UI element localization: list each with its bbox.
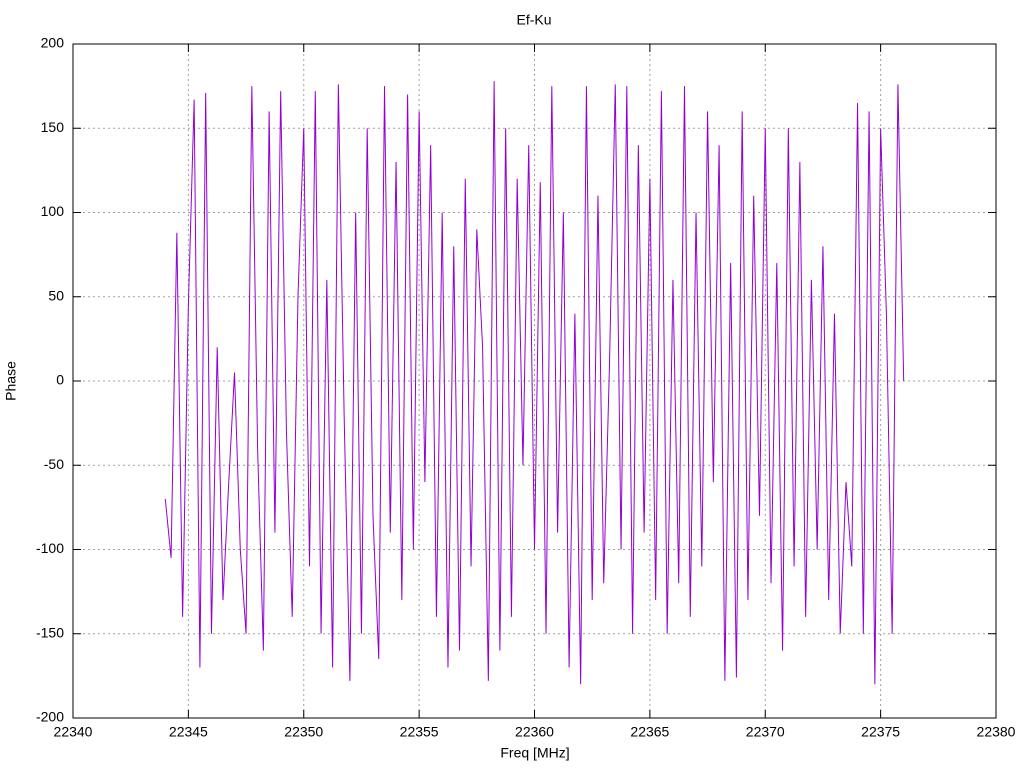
x-tick-label: 22360 — [515, 724, 554, 740]
x-tick-label: 22345 — [169, 724, 208, 740]
y-tick-label: -150 — [36, 624, 64, 640]
y-tick-label: -100 — [36, 540, 64, 556]
x-tick-label: 22375 — [861, 724, 900, 740]
x-tick-label: 22355 — [400, 724, 439, 740]
x-tick-label: 22380 — [977, 724, 1016, 740]
plot-border — [72, 43, 997, 719]
chart-title: Ef-Ku — [516, 12, 551, 28]
y-tick-label: 150 — [41, 119, 65, 135]
x-tick-label: 22365 — [630, 724, 669, 740]
data-line — [164, 81, 905, 685]
y-tick-label: 100 — [41, 203, 65, 219]
x-tick-label: 22340 — [54, 724, 93, 740]
y-tick-label: -200 — [36, 709, 64, 725]
y-tick-label: 200 — [41, 35, 65, 51]
x-tick-label: 22350 — [284, 724, 323, 740]
y-tick-label: -50 — [44, 456, 64, 472]
y-axis-label: Phase — [3, 361, 19, 401]
x-tick-label: 22370 — [746, 724, 785, 740]
x-axis-label: Freq [MHz] — [500, 745, 569, 761]
y-tick-label: 50 — [48, 287, 64, 303]
y-tick-label: 0 — [56, 372, 64, 388]
